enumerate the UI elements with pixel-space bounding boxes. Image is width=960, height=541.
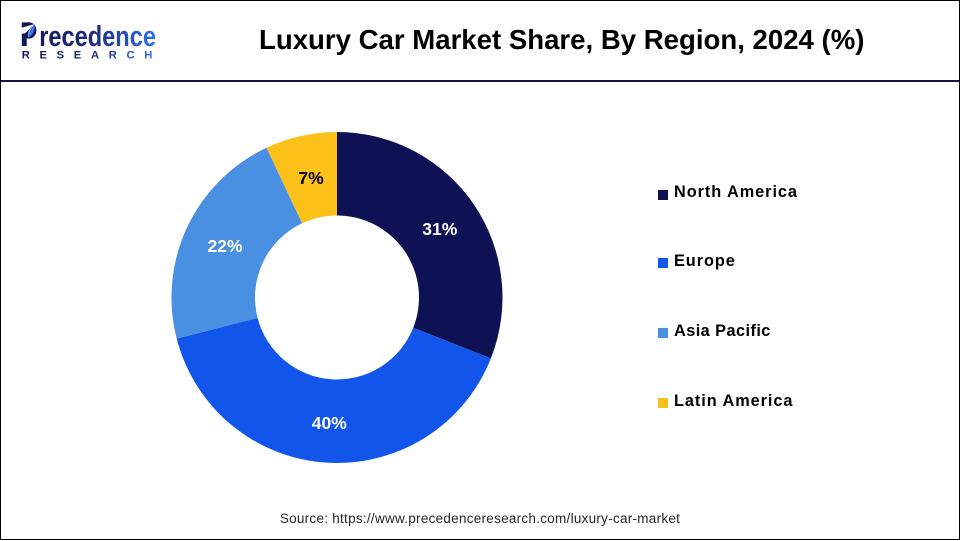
svg-text:7%: 7% — [298, 168, 324, 188]
svg-text:40%: 40% — [312, 413, 347, 433]
svg-text:recedence: recedence — [39, 21, 156, 53]
svg-text:22%: 22% — [207, 236, 242, 256]
svg-text:31%: 31% — [422, 219, 457, 239]
